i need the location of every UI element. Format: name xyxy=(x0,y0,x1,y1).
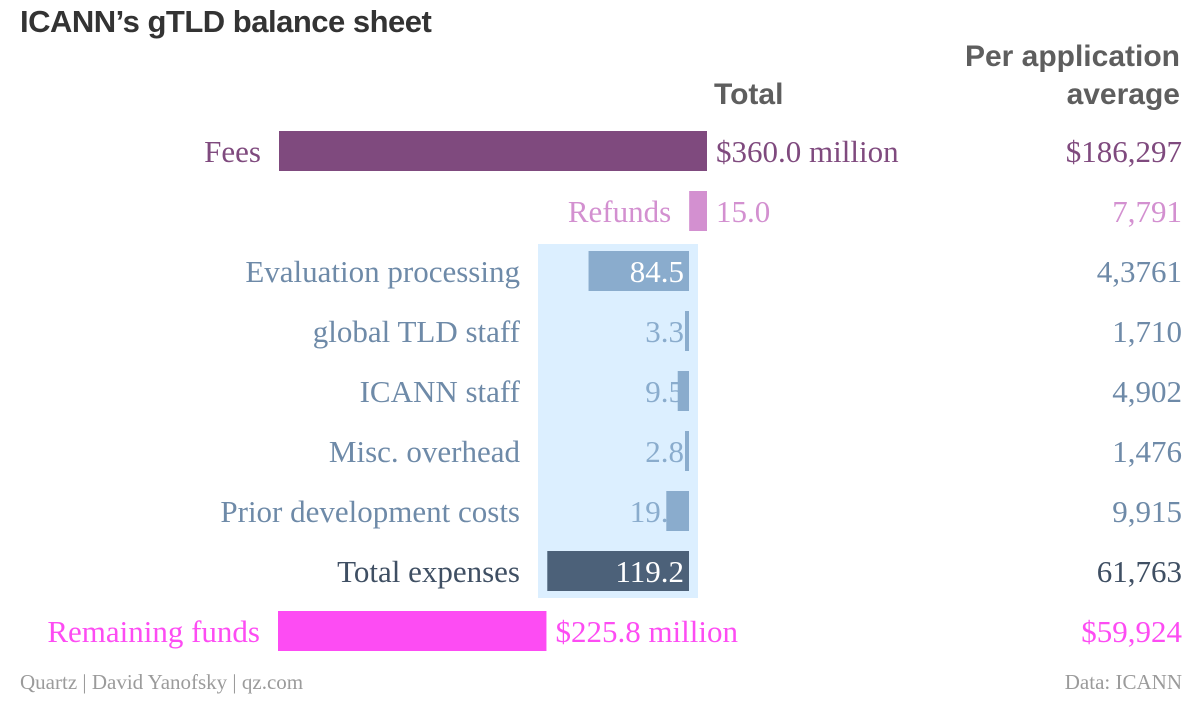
value-icann-staff: 9.5 xyxy=(645,374,684,409)
source-text: Data: ICANN xyxy=(1064,670,1182,694)
label-misc-overhead: Misc. overhead xyxy=(329,434,521,469)
label-icann-staff: ICANN staff xyxy=(360,374,521,409)
bar-prior-development-costs xyxy=(666,491,689,531)
bar-global-tld-staff xyxy=(685,311,689,351)
value-fees: $360.0 million xyxy=(716,134,899,169)
bar-fees xyxy=(279,131,707,171)
bar-total-expenses xyxy=(547,551,689,591)
average-remaining-funds: $59,924 xyxy=(1081,614,1182,649)
average-global-tld-staff: 1,710 xyxy=(1112,314,1182,349)
value-misc-overhead: 2.8 xyxy=(645,434,684,469)
expense-panel xyxy=(538,244,698,598)
value-total-expenses: 119.2 xyxy=(615,554,684,589)
average-refunds: 7,791 xyxy=(1112,194,1182,229)
value-prior-development-costs: 19.1 xyxy=(630,494,684,529)
average-fees: $186,297 xyxy=(1066,134,1182,169)
label-refunds: Refunds xyxy=(568,194,671,229)
label-remaining-funds: Remaining funds xyxy=(47,614,260,649)
bar-misc-overhead xyxy=(685,431,689,471)
value-global-tld-staff: 3.3 xyxy=(645,314,684,349)
column-header-total: Total xyxy=(714,78,784,111)
average-prior-development-costs: 9,915 xyxy=(1112,494,1182,529)
average-icann-staff: 4,902 xyxy=(1112,374,1182,409)
credit-text: Quartz | David Yanofsky | qz.com xyxy=(20,670,304,694)
bar-refunds xyxy=(689,191,707,231)
bar-evaluation-processing xyxy=(588,251,689,291)
chart-title: ICANN’s gTLD balance sheet xyxy=(20,4,432,39)
label-prior-development-costs: Prior development costs xyxy=(220,494,520,529)
value-evaluation-processing: 84.5 xyxy=(630,254,684,289)
average-total-expenses: 61,763 xyxy=(1097,554,1182,589)
bar-icann-staff xyxy=(677,371,689,411)
bar-remaining-funds xyxy=(278,611,547,651)
average-evaluation-processing: 4,3761 xyxy=(1097,254,1182,289)
label-fees: Fees xyxy=(204,134,261,169)
label-total-expenses: Total expenses xyxy=(337,554,520,589)
value-refunds: 15.0 xyxy=(716,194,770,229)
average-misc-overhead: 1,476 xyxy=(1112,434,1182,469)
column-header-average: Per application average xyxy=(964,40,1180,111)
label-global-tld-staff: global TLD staff xyxy=(313,314,521,349)
label-evaluation-processing: Evaluation processing xyxy=(245,254,520,289)
value-remaining-funds: $225.8 million xyxy=(555,614,738,649)
